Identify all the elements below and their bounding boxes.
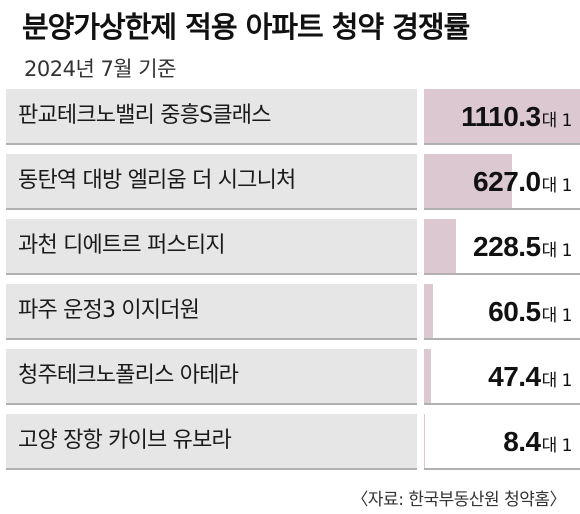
rate-unit: 대 1 <box>541 176 573 196</box>
rate-unit: 대 1 <box>541 306 573 326</box>
table-row: 파주 운정3 이지더원 60.5대 1 <box>6 284 580 340</box>
table-row: 과천 디에트르 퍼스티지 228.5대 1 <box>6 219 580 275</box>
rate-cell: 8.4대 1 <box>424 414 580 470</box>
rate-label: 60.5대 1 <box>488 284 572 338</box>
rate-cell: 60.5대 1 <box>424 284 580 340</box>
table-row: 동탄역 대방 엘리움 더 시그니처 627.0대 1 <box>6 154 580 210</box>
rate-label: 47.4대 1 <box>488 349 572 403</box>
rate-bar <box>424 349 431 403</box>
source-note: 〈자료: 한국부동산원 청약홈〉 <box>351 490 566 510</box>
rate-value: 60.5 <box>488 296 541 327</box>
rate-label: 228.5대 1 <box>473 219 572 273</box>
rate-bar <box>424 154 512 208</box>
rate-bar <box>424 414 425 468</box>
table-row: 고양 장항 카이브 유보라 8.4대 1 <box>6 414 580 470</box>
rate-bar <box>424 89 580 143</box>
rate-unit: 대 1 <box>541 371 573 391</box>
rate-label: 1110.3대 1 <box>461 89 572 143</box>
chart-title: 분양가상한제 적용 아파트 청약 경쟁률 <box>22 10 470 44</box>
chart-subtitle: 2024년 7월 기준 <box>24 57 176 81</box>
complex-name: 과천 디에트르 퍼스티지 <box>6 219 417 275</box>
rate-label: 627.0대 1 <box>473 154 572 208</box>
rate-value: 228.5 <box>473 231 541 262</box>
rate-cell: 47.4대 1 <box>424 349 580 405</box>
rate-value: 627.0 <box>473 166 541 197</box>
rate-label: 8.4대 1 <box>503 414 572 468</box>
rate-unit: 대 1 <box>541 241 573 261</box>
rate-value: 8.4 <box>503 426 541 457</box>
competition-rate-table: 판교테크노밸리 중흥S클래스 1110.3대 1 동탄역 대방 엘리움 더 시그니처… <box>6 89 580 479</box>
rate-bar <box>424 219 456 273</box>
complex-name: 고양 장항 카이브 유보라 <box>6 414 417 470</box>
rate-bar <box>424 284 433 338</box>
table-row: 판교테크노밸리 중흥S클래스 1110.3대 1 <box>6 89 580 145</box>
rate-cell: 627.0대 1 <box>424 154 580 210</box>
complex-name: 동탄역 대방 엘리움 더 시그니처 <box>6 154 417 210</box>
table-row: 청주테크노폴리스 아테라 47.4대 1 <box>6 349 580 405</box>
rate-unit: 대 1 <box>541 436 573 456</box>
rate-value: 47.4 <box>488 361 541 392</box>
rate-value: 1110.3 <box>461 101 541 132</box>
rate-unit: 대 1 <box>541 111 573 131</box>
complex-name: 판교테크노밸리 중흥S클래스 <box>6 89 417 145</box>
complex-name: 청주테크노폴리스 아테라 <box>6 349 417 405</box>
rate-cell: 1110.3대 1 <box>424 89 580 145</box>
rate-cell: 228.5대 1 <box>424 219 580 275</box>
complex-name: 파주 운정3 이지더원 <box>6 284 417 340</box>
